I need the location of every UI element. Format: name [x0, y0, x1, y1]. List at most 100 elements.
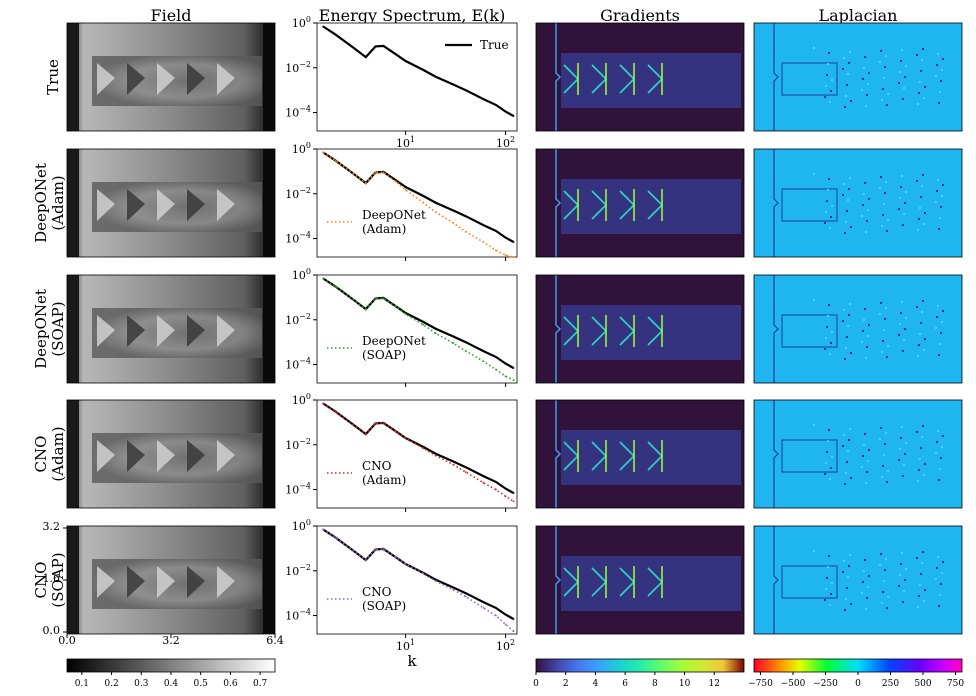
- laplacian-speckle: [847, 313, 851, 317]
- data-point: [512, 256, 515, 258]
- shock-cell: [217, 440, 235, 472]
- laplacian-panel: [753, 22, 963, 132]
- laplacian-speckle: [934, 200, 938, 204]
- laplacian-speckle: [916, 605, 920, 609]
- laplacian-speckle: [898, 322, 902, 326]
- laplacian-shock-box: [781, 188, 838, 222]
- nozzle-wall: [67, 23, 79, 131]
- laplacian-speckle: [862, 318, 866, 322]
- laplacian-speckle: [917, 594, 921, 598]
- laplacian-speckle: [812, 172, 816, 176]
- laplacian-speckle: [900, 551, 904, 555]
- data-point: [495, 614, 497, 617]
- laplacian-speckle: [937, 353, 941, 357]
- data-point: [334, 33, 337, 36]
- laplacian-frame: [753, 399, 963, 509]
- gradients-plume: [561, 179, 741, 234]
- data-point: [452, 588, 455, 591]
- laplacian-speckle: [916, 102, 920, 106]
- series-line: [322, 528, 515, 632]
- laplacian-speckle: [826, 565, 830, 569]
- laplacian-speckle: [918, 583, 922, 587]
- laplacian-speckle: [882, 328, 886, 332]
- laplacian-speckle: [863, 55, 867, 59]
- laplacian-background: [754, 23, 962, 131]
- laplacian-speckle: [849, 476, 853, 480]
- laplacian-speckle: [878, 312, 882, 316]
- spectrum-panel: 100 10−2 10−4 101 102 CNO (SOAP): [285, 518, 518, 653]
- laplacian-speckle: [826, 314, 830, 318]
- laplacian-speckle: [940, 445, 944, 449]
- data-point: [464, 350, 467, 352]
- laplacian-speckle: [863, 558, 867, 562]
- laplacian-speckle: [823, 598, 827, 602]
- laplacian-speckle: [934, 577, 938, 581]
- laplacian-speckle: [826, 188, 830, 192]
- gradients-frame: [535, 525, 745, 635]
- laplacian-speckle: [885, 355, 889, 359]
- shock-cell: [127, 189, 145, 221]
- laplacian-shock-box: [781, 314, 838, 348]
- field-panel: [66, 148, 276, 258]
- laplacian-speckle: [861, 77, 865, 81]
- laplacian-speckle: [904, 316, 908, 320]
- data-point: [404, 563, 407, 565]
- data-point: [334, 410, 337, 413]
- data-point: [334, 285, 337, 288]
- data-point: [482, 241, 485, 243]
- laplacian-background: [754, 275, 962, 383]
- data-point: [434, 452, 437, 455]
- laplacian-wall: [773, 526, 779, 634]
- spectrum-y-tick: 10−2: [285, 60, 311, 75]
- data-point: [504, 487, 507, 490]
- laplacian-speckle: [829, 341, 833, 345]
- field-axes: 0.0 3.2 6.4 3.2 1.6 0.0: [43, 520, 284, 647]
- data-point: [482, 481, 485, 484]
- gradients-panel: [535, 148, 745, 258]
- legend-label: DeepONet (SOAP): [362, 334, 426, 362]
- laplacian-speckle: [938, 342, 942, 346]
- spectrum-panel: 100 10−2 10−4 101 102 True: [285, 15, 518, 150]
- laplacian-speckle: [880, 601, 884, 605]
- field-right-edge: [263, 23, 275, 131]
- laplacian-speckle: [922, 473, 926, 477]
- laplacian-speckle: [823, 95, 827, 99]
- laplacian-speckle: [884, 306, 888, 310]
- data-point: [352, 46, 355, 49]
- laplacian-speckle: [922, 222, 926, 226]
- laplacian-speckle: [882, 453, 886, 457]
- data-point: [504, 362, 507, 365]
- data-point: [464, 341, 467, 344]
- colorbar-tick-label: 10: [679, 679, 691, 689]
- column-title-laplacian: Laplacian: [819, 6, 898, 25]
- laplacian-speckle: [830, 455, 834, 459]
- laplacian-speckle: [902, 589, 906, 593]
- laplacian-speckle: [920, 58, 924, 62]
- nozzle-wall: [67, 526, 79, 634]
- colorbar-gradients: 0 2 4 6 8 10 12: [533, 658, 745, 689]
- gradients-wall: [555, 275, 562, 383]
- series-line: [322, 25, 515, 117]
- data-point: [364, 56, 367, 58]
- jet-plume: [92, 433, 262, 483]
- data-point: [404, 188, 407, 191]
- shock-cell: [97, 315, 115, 347]
- data-point: [434, 580, 437, 582]
- laplacian-wall: [773, 149, 779, 257]
- row-4: CNO(SOAP) 100 10−2 10−4 101 102 CNO (SOAP): [32, 518, 963, 653]
- data-point: [382, 44, 385, 47]
- data-point: [434, 327, 437, 330]
- laplacian-speckle: [861, 454, 865, 458]
- laplacian-speckle: [885, 103, 889, 107]
- laplacian-speckle: [902, 463, 906, 467]
- laplacian-speckle: [916, 479, 920, 483]
- laplacian-speckle: [880, 98, 884, 102]
- legend-label: CNO (Adam): [362, 459, 406, 487]
- laplacian-speckle: [937, 101, 941, 105]
- data-point: [464, 230, 467, 233]
- data-point: [495, 480, 497, 483]
- laplacian-speckle: [824, 84, 828, 88]
- laplacian-speckle: [940, 194, 944, 198]
- laplacian-speckle: [862, 192, 866, 196]
- laplacian-speckle: [897, 584, 901, 588]
